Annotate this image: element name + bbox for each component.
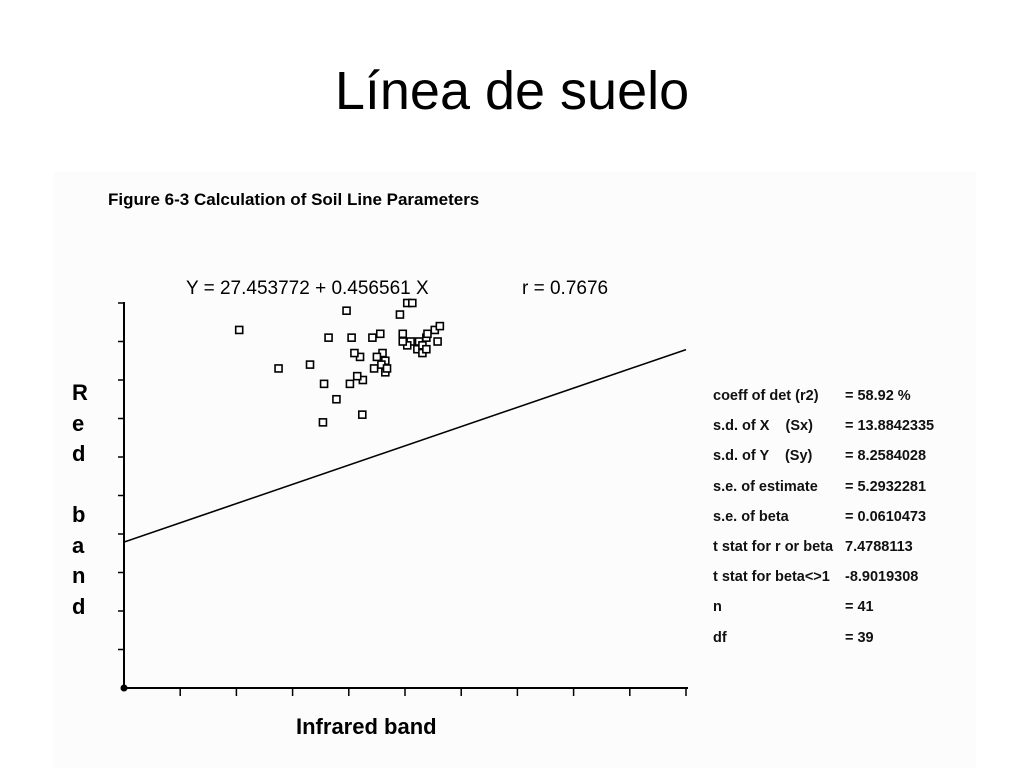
stat-value: = 39 (845, 629, 874, 646)
stat-value: = 41 (845, 599, 874, 616)
data-point (382, 364, 392, 373)
stat-row: t stat for beta<>1 -8.9019308 (713, 569, 934, 599)
stat-row: df = 39 (713, 630, 934, 660)
data-point (423, 329, 432, 339)
stat-value: = 5.2932281 (845, 478, 927, 495)
stat-row: n = 41 (713, 599, 934, 629)
data-point (372, 352, 382, 362)
stat-label: s.d. of X (Sx) (713, 418, 813, 435)
stat-row: s.d. of X (Sx) = 13.8842335 (713, 418, 934, 448)
stat-row: t stat for r or beta 7.4788113 (713, 539, 934, 569)
stat-label: n (713, 599, 722, 616)
data-point (332, 394, 341, 404)
stat-label: t stat for r or beta (713, 538, 834, 555)
data-point (408, 298, 417, 308)
figure-caption: Figure 6-3 Calculation of Soil Line Para… (108, 190, 480, 209)
data-point (375, 329, 385, 339)
regression-line (123, 348, 687, 543)
stat-label: t stat for beta<>1 (713, 569, 830, 586)
data-point (319, 379, 329, 389)
axis-ticks (118, 302, 687, 696)
data-point (368, 333, 377, 342)
correlation-value: r = 0.7676 (522, 278, 609, 299)
stat-value: = 8.2584028 (845, 448, 927, 465)
data-point (398, 329, 408, 339)
statistics-table: coeff of det (r2) = 58.92 % s.d. of X (Sx)… (713, 388, 934, 660)
stat-value: 7.4788113 (845, 538, 913, 555)
regression-equation: Y = 27.453772 + 0.456561 X (186, 278, 429, 299)
stat-row: s.e. of beta = 0.0610473 (713, 509, 934, 539)
data-point (347, 333, 356, 342)
data-point (324, 333, 333, 342)
data-point (234, 325, 244, 335)
data-point (395, 310, 405, 319)
data-point (433, 337, 442, 346)
stat-value: = 0.0610473 (845, 508, 927, 525)
stat-label: df (713, 629, 727, 646)
data-point (357, 410, 367, 419)
data-point (398, 337, 408, 346)
stat-label: s.e. of beta (713, 508, 789, 525)
stat-value: = 58.92 % (845, 388, 911, 404)
slide-title: Línea de suelo (334, 61, 690, 121)
stat-label: coeff of det (r2) (713, 388, 819, 404)
data-point (345, 379, 355, 389)
stat-row: s.d. of Y (Sy) = 8.2584028 (713, 448, 934, 478)
data-point (422, 344, 431, 354)
data-point (350, 348, 359, 358)
data-point (352, 371, 362, 381)
stat-value: = 13.8842335 (845, 418, 935, 435)
x-axis-label: Infrared band (296, 714, 437, 739)
data-point (274, 364, 283, 373)
stat-label: s.e. of estimate (713, 478, 818, 495)
y-axis-label: R e d b a n d (72, 380, 88, 619)
data-point (305, 360, 315, 369)
stat-value: -8.9019308 (845, 569, 919, 586)
axis-origin (120, 684, 128, 692)
data-point (369, 364, 379, 373)
data-points (234, 298, 445, 427)
data-point (342, 306, 351, 316)
stat-row: s.e. of estimate = 5.2932281 (713, 479, 934, 509)
stat-label: s.d. of Y (Sy) (713, 448, 813, 465)
data-point (318, 418, 328, 427)
stat-row: coeff of det (r2) = 58.92 % (713, 388, 934, 418)
data-point (435, 321, 445, 331)
figure-panel (54, 172, 976, 768)
